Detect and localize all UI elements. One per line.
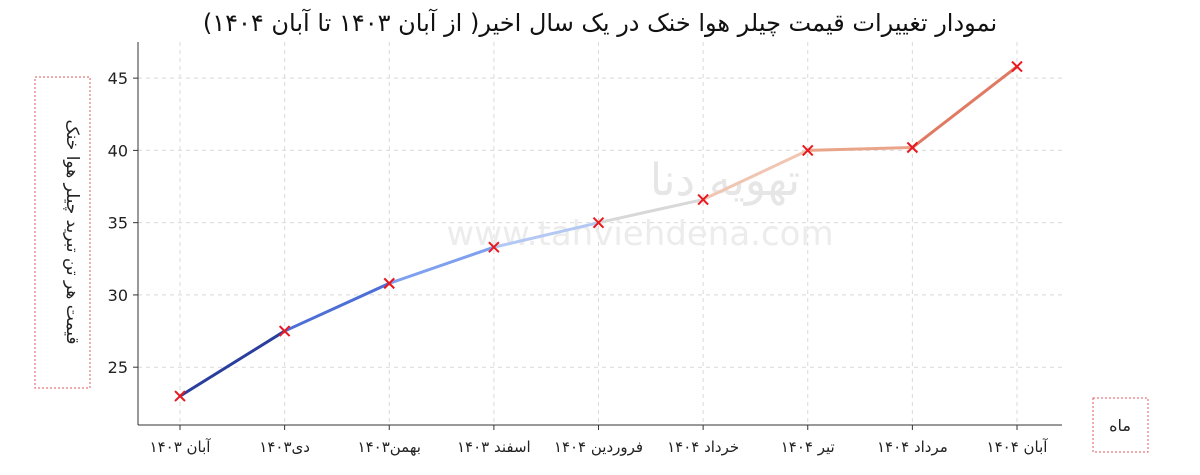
marker-stroke [592,216,605,229]
x-tick-label: آبان ۱۴۰۳ [150,438,212,456]
marker-stroke [383,277,395,290]
x-axis-ticks: آبان ۱۴۰۳ دی۱۴۰۳ بهمن۱۴۰۳ اسفند ۱۴۰۳ فروردین… [150,425,1049,456]
series-segment [910,65,1019,150]
marker-stroke [488,241,500,253]
grid-lines [138,42,1062,425]
x-tick-label: فروردین ۱۴۰۴ [554,438,643,456]
y-tick-label: 35 [108,214,128,233]
chart-title: نمودار تغییرات قیمت چیلر هوا خنک در یک س… [203,8,997,37]
marker-stroke [802,144,814,157]
series-markers [174,60,1023,402]
series-segment [283,281,391,333]
y-tick-label: 45 [108,69,128,88]
watermark: تهویه دنا www.tahviehdena.com [446,155,833,254]
y-axis-label-frame [34,76,91,389]
x-tick-label: بهمن۱۴۰۳ [358,438,421,456]
marker-stroke [906,141,919,154]
marker-stroke [174,390,186,402]
y-tick-label: 40 [108,141,128,160]
data-point-marker [174,390,186,402]
x-axis-label-frame [1092,397,1149,453]
data-point-marker [697,193,709,206]
series-segment [178,329,287,398]
y-tick-label: 25 [108,358,128,377]
data-point-marker [592,216,605,229]
y-axis-ticks: 25 30 35 40 45 [108,69,138,377]
y-axis-label: قیمت هر تن تبرید چیلر هوا خنک [62,119,82,344]
data-point-marker [1011,60,1023,73]
y-axis-label-box: قیمت هر تن تبرید چیلر هوا خنک [34,76,91,389]
series-segment [701,148,810,202]
series-segment [597,198,705,225]
marker-stroke [1011,60,1023,73]
x-tick-label: تیر ۱۴۰۴ [781,438,835,456]
x-tick-label: اسفند ۱۴۰۳ [457,438,531,456]
x-tick-label: آبان ۱۴۰۴ [987,438,1049,456]
x-axis-label: ماه [1109,416,1131,435]
watermark-url: www.tahviehdena.com [446,214,833,254]
data-point-marker [802,144,814,157]
series-segment [387,245,496,285]
x-tick-label: خرداد ۱۴۰۴ [667,438,739,456]
watermark-brand: تهویه دنا [650,155,800,206]
data-point-marker [383,277,395,290]
y-tick-label: 30 [108,286,128,305]
data-point-marker [278,325,291,337]
series-segment [806,146,914,152]
data-point-marker [906,141,919,154]
series-segment [492,221,600,249]
x-tick-label: دی۱۴۰۳ [259,438,310,456]
data-point-marker [488,241,500,253]
x-axis-label-box: ماه [1092,397,1149,453]
series-line [178,65,1019,398]
marker-stroke [278,325,291,337]
x-tick-label: مرداد ۱۴۰۴ [877,438,948,456]
marker-stroke [697,193,709,206]
